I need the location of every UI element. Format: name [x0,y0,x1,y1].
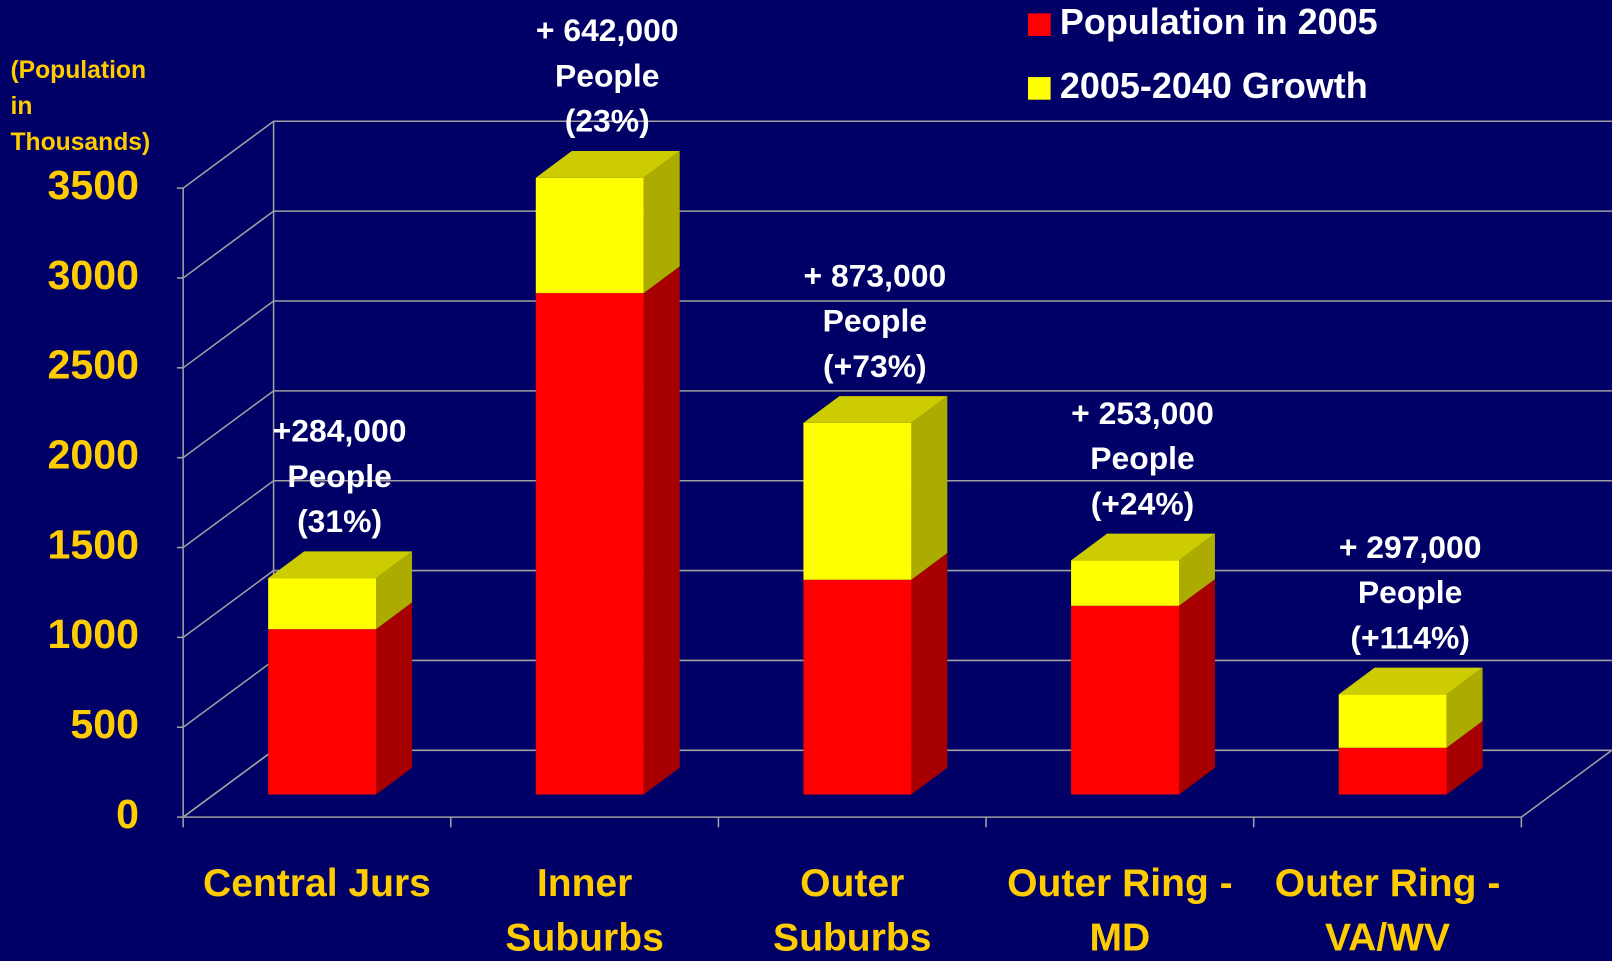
legend-label: 2005-2040 Growth [1060,65,1368,106]
bar-side [1446,667,1483,748]
annotation: People [287,458,391,494]
bar-side [376,551,413,630]
bar [535,177,644,294]
data-label: + 253,000 [1071,395,1214,431]
annotation: (+73%) [823,348,927,384]
bar-top [1338,667,1483,695]
x-tick-label: Outer Suburbs [773,862,931,959]
bar-side [1178,579,1215,795]
bar-side [643,266,680,795]
grid-line [182,479,1612,549]
bar-top [1071,533,1215,561]
bar-side [911,553,948,795]
data-label: + 642,000 [536,12,679,48]
annotation: People [1090,440,1194,476]
x-tick-label: Central Jurs [203,862,431,905]
bar-side [1178,533,1215,606]
annotation: People [555,57,659,93]
bar [803,579,912,795]
annotation: (23%) [565,103,650,139]
bar [1071,560,1179,606]
grid-line [182,210,1612,279]
legend-swatch [1028,13,1051,36]
y-tick-label: 1000 [47,611,138,657]
bar-side [1446,721,1483,795]
bar [268,578,377,630]
annotation: People [1358,574,1462,610]
annotation: People [823,303,927,339]
grid-line [182,390,1612,459]
bar-top [268,551,413,579]
annotation: (+114%) [1350,619,1470,655]
data-label: + 297,000 [1339,529,1482,565]
bar-side [911,396,948,580]
data-label: +284,000 [273,413,407,449]
bar [535,293,644,795]
y-tick-label: 2000 [47,432,138,478]
legend-swatch [1028,77,1051,100]
y-tick-label: 3000 [47,252,138,298]
y-tick-label: 2500 [47,342,138,388]
annotation: (+24%) [1091,485,1195,521]
grid-line [182,300,1612,369]
data-label: + 873,000 [804,257,947,293]
bar [1338,747,1447,795]
x-tick-label: Inner Suburbs [505,862,663,959]
bar [1338,694,1447,748]
bar-side [643,150,680,294]
y-axis-label: (Population in Thousands) [10,56,150,155]
annotation: (31%) [297,503,382,539]
bar [803,422,912,580]
bar-top [803,396,948,423]
x-tick-label: Outer Ring -MD [1007,862,1233,959]
bar [1071,605,1179,795]
y-tick-label: 0 [116,791,139,837]
grid-line [182,120,1612,189]
bar-top [535,150,680,178]
x-tick-label: Outer Ring -VA/WV [1275,862,1501,959]
legend-label: Population in 2005 [1060,1,1378,42]
y-tick-label: 1500 [47,521,138,567]
y-tick-label: 3500 [47,162,138,208]
bar [268,629,377,795]
y-tick-label: 500 [70,701,139,747]
bar-side [376,602,413,795]
